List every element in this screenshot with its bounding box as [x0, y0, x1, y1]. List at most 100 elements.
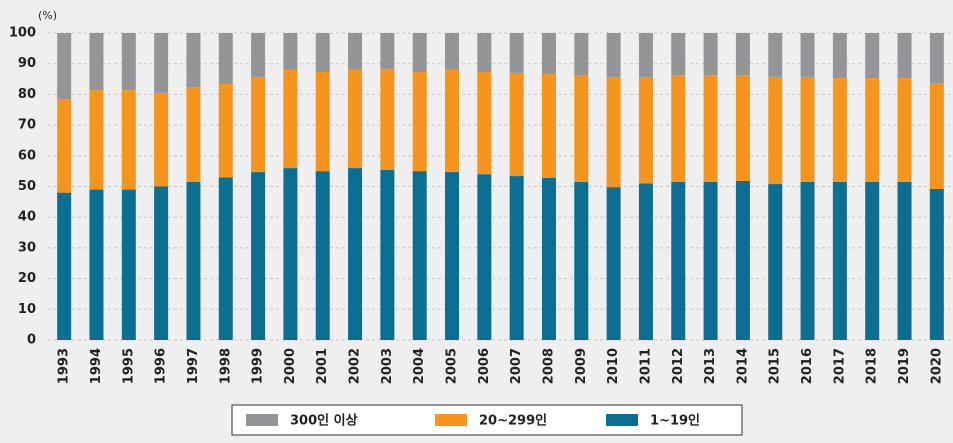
bar-segment — [832, 78, 847, 182]
bar-segment — [154, 186, 169, 340]
bar-segment — [606, 187, 621, 340]
x-tick-label: 2001 — [315, 348, 330, 384]
bar-segment — [768, 76, 783, 185]
bar-segment — [57, 192, 72, 340]
bar-segment — [283, 69, 298, 169]
x-tick-label: 2013 — [703, 348, 718, 384]
bar-segment — [929, 33, 944, 84]
bar-segment — [186, 181, 201, 340]
bar-segment — [315, 33, 330, 72]
bar-segment — [477, 174, 492, 340]
bar-segment — [380, 68, 395, 170]
y-axis-label: (%) — [38, 9, 57, 22]
x-tick-label: 1998 — [218, 348, 233, 384]
bar-segment — [897, 181, 912, 340]
bar-segment — [897, 33, 912, 79]
x-tick-label: 1994 — [89, 348, 104, 384]
x-tick-label: 2010 — [606, 348, 621, 384]
bar-segment — [315, 171, 330, 340]
x-tick-label: 2002 — [348, 348, 363, 384]
bar-segment — [897, 78, 912, 182]
bar-segment — [638, 33, 653, 77]
x-tick-label: 2020 — [929, 348, 944, 384]
bar-segment — [445, 33, 460, 70]
bar-segment — [541, 33, 556, 75]
bar-segment — [251, 76, 266, 173]
y-tick-label: 60 — [18, 148, 36, 163]
y-tick-label: 0 — [27, 333, 36, 348]
bar-segment — [412, 71, 427, 172]
bar-segment — [671, 75, 686, 182]
x-tick-label: 2008 — [541, 348, 556, 384]
x-tick-label: 2006 — [477, 348, 492, 384]
y-tick-label: 50 — [18, 179, 36, 194]
bar-segment — [638, 76, 653, 184]
bar-segment — [251, 33, 266, 77]
bar-segment — [735, 33, 750, 76]
legend-swatch — [435, 414, 467, 426]
bar-segment — [800, 33, 815, 77]
bar-segment — [445, 69, 460, 173]
bar-segment — [315, 71, 330, 172]
bar-segment — [89, 33, 104, 91]
x-tick-label: 2005 — [445, 348, 460, 384]
y-tick-label: 90 — [18, 56, 36, 71]
bar-segment — [606, 76, 621, 188]
bar-segment — [509, 33, 524, 73]
bar-segment — [89, 189, 104, 340]
bar-segment — [768, 184, 783, 340]
y-tick-label: 100 — [9, 26, 36, 41]
y-tick-label: 80 — [18, 87, 36, 102]
bar-segment — [832, 181, 847, 340]
bar-segment — [671, 181, 686, 340]
bar-segment — [703, 33, 718, 76]
bar-segment — [832, 33, 847, 79]
x-tick-label: 2000 — [283, 348, 298, 384]
bar-segment — [186, 87, 201, 182]
bar-segment — [735, 75, 750, 181]
x-tick-label: 2011 — [638, 348, 653, 384]
bar-segment — [412, 33, 427, 72]
y-tick-label: 10 — [18, 302, 36, 317]
bar-segment — [574, 181, 589, 340]
x-tick-label: 2017 — [832, 348, 847, 384]
bar-segment — [800, 76, 815, 182]
x-tick-label: 2015 — [768, 348, 783, 384]
y-tick-label: 30 — [18, 240, 36, 255]
bar-segment — [121, 33, 136, 91]
bar-segment — [154, 33, 169, 93]
bar-segment — [477, 71, 492, 175]
bar-segment — [509, 176, 524, 340]
bar-segment — [477, 33, 492, 72]
y-tick-label: 70 — [18, 118, 36, 133]
x-tick-label: 2019 — [897, 348, 912, 384]
bar-segment — [57, 99, 72, 193]
bar-segment — [606, 33, 621, 77]
bar-segment — [251, 172, 266, 340]
legend-label: 20~299인 — [479, 413, 547, 429]
x-tick-label: 1993 — [57, 348, 72, 384]
bar-segment — [154, 92, 169, 187]
x-tick-label: 1999 — [251, 348, 266, 384]
bar-segment — [218, 33, 233, 84]
bar-segment — [121, 90, 136, 190]
bar-segment — [574, 75, 589, 182]
bar-segment — [929, 188, 944, 340]
x-tick-label: 1997 — [186, 348, 201, 384]
x-tick-label: 1995 — [121, 348, 136, 384]
y-tick-label: 40 — [18, 210, 36, 225]
legend-label: 1~19인 — [650, 413, 700, 429]
bar-segment — [703, 75, 718, 182]
bar-segment — [121, 189, 136, 340]
x-tick-label: 2016 — [800, 348, 815, 384]
bar-segment — [57, 33, 72, 100]
bar-segment — [89, 90, 104, 190]
bar-segment — [380, 33, 395, 69]
bar-segment — [348, 33, 363, 70]
x-tick-label: 2009 — [574, 348, 589, 384]
bar-segment — [283, 33, 298, 70]
x-tick-label: 2004 — [412, 348, 427, 384]
legend-label: 300인 이상 — [290, 413, 358, 429]
bar-segment — [671, 33, 686, 76]
